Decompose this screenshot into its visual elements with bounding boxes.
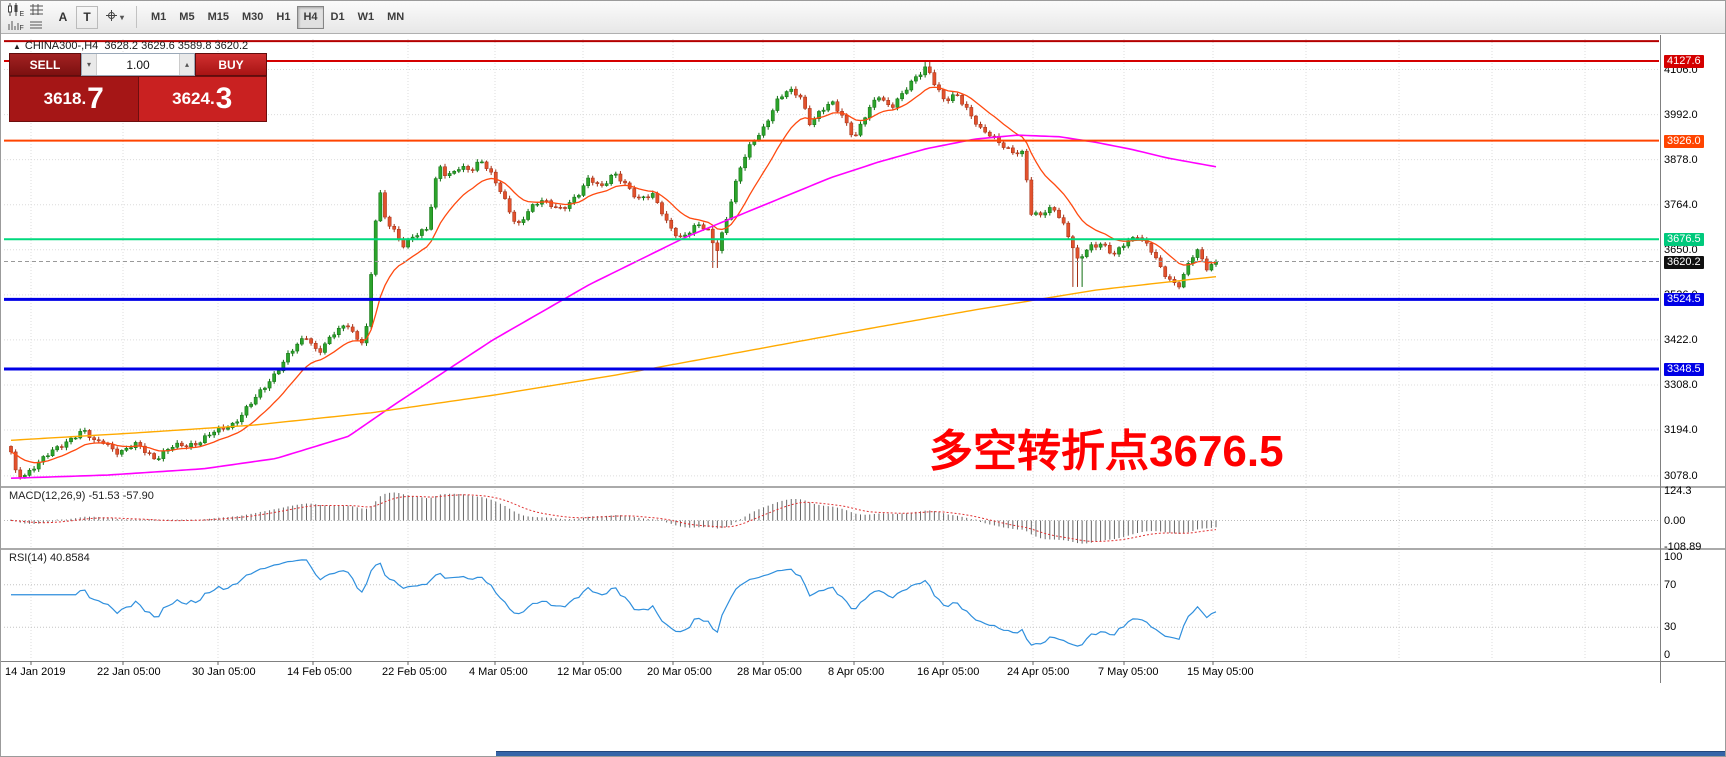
collapse-arrow-icon[interactable]: ▲ [13, 42, 21, 51]
bar-chart-f-icon[interactable]: F [5, 18, 25, 33]
symbol-ohlc-line: ▲ CHINA300-,H4 3628.2 3629.6 3589.8 3620.… [13, 40, 248, 52]
price-scale[interactable]: 4127.6 4106.0 3992.0 3926.0 3878.0 3764.0 3676… [1663, 35, 1725, 683]
rsi-axis-label: 100 [1664, 551, 1683, 563]
price-axis-label: 3194.0 [1664, 424, 1698, 436]
time-axis-label: 28 Mar 05:00 [737, 666, 802, 678]
price-level-badge[interactable]: 3676.5 [1664, 233, 1704, 247]
time-axis-label: 20 Mar 05:00 [647, 666, 712, 678]
time-axis[interactable]: 14 Jan 2019 22 Jan 05:00 30 Jan 05:00 14 Fe… [1, 664, 1659, 683]
volume-increase-button[interactable]: ▴ [179, 54, 194, 75]
time-axis-label: 22 Feb 05:00 [382, 666, 447, 678]
timeframe-d1-button[interactable]: D1 [325, 6, 351, 29]
price-axis-label: 3650.0 [1664, 243, 1698, 256]
macd-axis-label: 124.3 [1664, 484, 1692, 497]
crosshair-icon [104, 9, 119, 25]
price-axis-label: 3078.0 [1664, 469, 1698, 482]
price-level-badge[interactable]: 3524.5 [1664, 293, 1704, 307]
crosshair-tool[interactable]: ▾ [100, 6, 128, 29]
text-label-tool[interactable]: A [52, 6, 74, 29]
letter-a-icon: A [58, 10, 68, 24]
sell-button[interactable]: SELL [9, 53, 81, 76]
rsi-panel-area[interactable] [1, 550, 1660, 660]
chart-tools-cluster: E F [5, 2, 46, 33]
text-box-tool[interactable]: T [76, 5, 98, 29]
volume-decrease-button[interactable]: ▾ [82, 54, 97, 75]
timeframe-m15-button[interactable]: M15 [202, 6, 235, 29]
svg-text:E: E [19, 11, 24, 16]
one-click-trading-panel: SELL ▾ ▴ BUY 3618.7 3624.3 [9, 53, 267, 122]
price-axis-label: 3992.0 [1664, 108, 1698, 121]
macd-axis-label: -108.89 [1664, 541, 1702, 553]
timeframe-h4-button[interactable]: H4 [297, 5, 324, 29]
chevron-down-icon: ▾ [120, 12, 125, 22]
timeframe-group: M1 M5 M15 M30 H1 H4 D1 W1 MN [145, 5, 410, 29]
timeframe-m5-button[interactable]: M5 [173, 6, 200, 29]
bid-price-big-digit: 7 [87, 82, 104, 115]
price-level-badge[interactable]: 3926.0 [1664, 134, 1704, 148]
grid-icon[interactable] [26, 2, 46, 17]
macd-axis-label: 0.00 [1664, 514, 1686, 527]
time-axis-label: 16 Apr 05:00 [917, 666, 980, 678]
timeframe-mn-button[interactable]: MN [381, 6, 410, 29]
time-axis-label: 14 Feb 05:00 [287, 666, 352, 678]
toolbar-separator [136, 6, 138, 28]
price-level-badge[interactable]: 4127.6 [1664, 55, 1704, 68]
bid-price-main: 3618. [43, 89, 87, 108]
background-window-edge[interactable] [496, 751, 1725, 756]
buy-button[interactable]: BUY [195, 53, 267, 76]
price-axis-label: 3308.0 [1664, 378, 1698, 391]
price-axis-label: 3422.0 [1664, 333, 1698, 346]
time-axis-label: 7 May 05:00 [1098, 666, 1159, 678]
volume-input[interactable] [97, 54, 179, 75]
svg-text:F: F [19, 25, 23, 31]
ask-price-big-digit: 3 [215, 82, 233, 115]
macd-panel-area[interactable] [1, 488, 1660, 549]
volume-control: ▾ ▴ [81, 53, 195, 76]
time-axis-label: 15 May 05:00 [1187, 666, 1254, 678]
price-level-badge[interactable]: 3348.5 [1664, 362, 1704, 376]
time-axis-label: 30 Jan 05:00 [192, 666, 256, 678]
annotation-text: 多空转折点3676.5 [929, 427, 1284, 476]
letter-t-icon: T [83, 10, 91, 24]
time-axis-label: 12 Mar 05:00 [557, 666, 622, 678]
toolbar: E F A T [1, 1, 1725, 34]
time-axis-label: 14 Jan 2019 [5, 666, 66, 678]
price-axis-label: 3764.0 [1664, 198, 1698, 211]
timeframe-w1-button[interactable]: W1 [352, 6, 381, 29]
rsi-indicator-label: RSI(14) 40.8584 [9, 552, 90, 564]
macd-indicator-label: MACD(12,26,9) -51.53 -57.90 [9, 490, 154, 502]
rsi-axis-label: 70 [1664, 578, 1677, 591]
time-axis-label: 8 Apr 05:00 [828, 666, 885, 678]
rsi-axis-label: 0 [1664, 649, 1671, 661]
time-axis-label: 24 Apr 05:00 [1007, 666, 1070, 678]
rsi-axis-label: 30 [1664, 621, 1677, 634]
current-price-badge: 3620.2 [1664, 255, 1704, 269]
time-axis-label: 4 Mar 05:00 [469, 666, 528, 678]
timeframe-m1-button[interactable]: M1 [145, 6, 172, 29]
time-axis-label: 22 Jan 05:00 [97, 666, 161, 678]
timeframe-m30-button[interactable]: M30 [236, 6, 269, 29]
candlestick-chart-icon[interactable]: E [5, 2, 25, 17]
ask-price-display[interactable]: 3624. 3 [138, 76, 267, 122]
symbol-ohlc-text: CHINA300-,H4 3628.2 3629.6 3589.8 3620.2 [24, 40, 249, 52]
bid-price-display[interactable]: 3618. 7 [9, 76, 139, 122]
ask-price-main: 3624. [172, 89, 215, 108]
price-axis-label: 3878.0 [1664, 153, 1698, 166]
list-icon[interactable] [26, 18, 46, 33]
timeframe-h1-button[interactable]: H1 [270, 6, 296, 29]
